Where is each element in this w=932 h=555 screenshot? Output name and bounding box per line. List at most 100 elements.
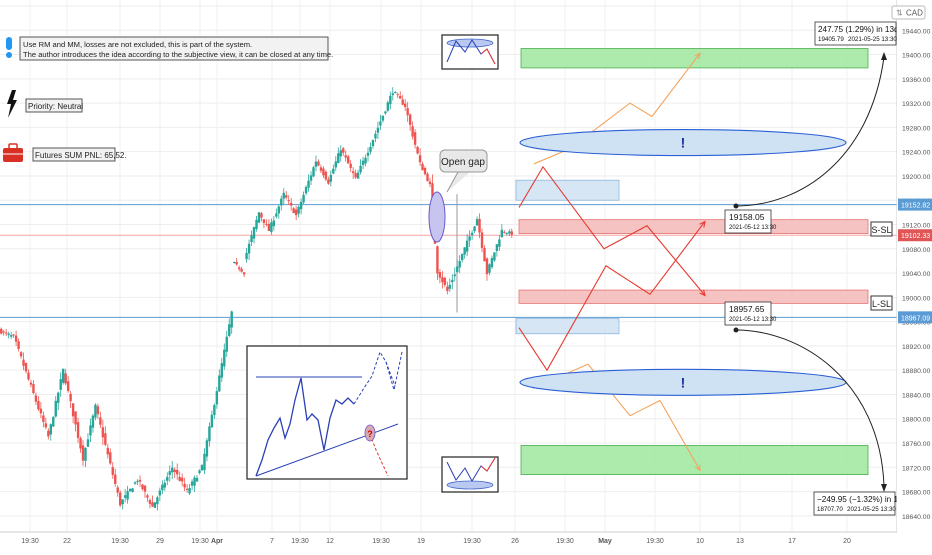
candle-body <box>456 266 459 273</box>
candle-body <box>74 411 77 425</box>
candle-body <box>240 268 243 272</box>
candle-body <box>175 469 179 475</box>
candle-body <box>39 408 43 414</box>
candle-body <box>255 219 258 229</box>
candle-body <box>195 477 199 482</box>
candle-body <box>158 490 162 496</box>
price-point-box <box>724 209 772 234</box>
candle-body <box>480 232 484 248</box>
time-tick-label: 19:30 <box>21 538 39 545</box>
pattern-icon-bottom <box>441 456 499 493</box>
info-line-1: Use RM and MM, losses are not excluded, … <box>23 40 252 49</box>
price-tick-label: 18800.00 <box>902 417 931 424</box>
arrow-red-lower <box>699 220 706 228</box>
price-tick-label: 19040.00 <box>902 271 931 278</box>
target-box <box>813 491 896 516</box>
candle-body <box>312 167 315 177</box>
blue-zone-lower <box>515 318 620 335</box>
info-line-2: The author introduces the idea according… <box>23 50 333 59</box>
candle-body <box>215 391 219 405</box>
candle-body <box>213 405 216 416</box>
path-red-upper <box>518 165 706 296</box>
price-axis[interactable]: 18640.00 18680.00 18720.00 18760.00 18800.00… <box>896 0 932 550</box>
badge-text: 19152.82 <box>901 203 930 210</box>
candle-body <box>490 258 494 268</box>
candle-body <box>64 373 67 384</box>
lower-point: 18957.65 2021-05-12 13:30 <box>724 301 777 326</box>
price-tick-label: 19000.00 <box>902 295 931 302</box>
time-tick-label: 19 <box>417 538 425 545</box>
candle-body <box>346 156 350 164</box>
badge-bg <box>898 198 932 211</box>
candle-body <box>76 422 80 438</box>
badge-text: 19102.33 <box>901 233 930 240</box>
candle-body <box>475 219 479 226</box>
candle-body <box>289 202 293 206</box>
candle-body <box>37 400 40 410</box>
candle-body <box>24 362 28 372</box>
candle-body <box>270 222 273 233</box>
candle-body <box>178 476 181 481</box>
time-tick-label: 20 <box>843 538 851 545</box>
upper-target: 247.75 (1.29%) in 13d 19405.79 2021-05-25 … <box>814 21 899 46</box>
candle-body <box>22 359 25 366</box>
candle-body <box>52 417 55 427</box>
candle-body <box>193 477 196 486</box>
candle-body <box>317 161 320 166</box>
candle-body <box>4 332 8 334</box>
candle-body <box>394 92 397 94</box>
candle-body <box>57 392 60 403</box>
candle-body <box>183 483 186 488</box>
time-tick-label: 12 <box>326 538 334 545</box>
candle-body <box>190 481 194 486</box>
open-gap-callout[interactable]: Open gap <box>428 149 488 243</box>
candle-body <box>413 132 417 145</box>
target-date: 2021-05-25 13:30 <box>848 36 897 43</box>
price-tick-label: 18760.00 <box>902 441 931 448</box>
candle-body <box>210 414 214 428</box>
candle-body <box>292 208 295 214</box>
time-axis[interactable]: 19:30 22 19:30 29 19:30 Apr 7 19:30 12 19:30 19 19:… <box>0 531 932 550</box>
candle-body <box>47 430 50 437</box>
candle-body <box>448 284 452 289</box>
candle-body <box>423 167 427 175</box>
arrow-red-upper <box>699 289 706 297</box>
badge-bg <box>898 229 932 242</box>
side-label-s-sl: S-SL <box>870 221 893 237</box>
svg-text:?: ? <box>367 429 373 439</box>
target-curves <box>733 52 887 492</box>
candle-body <box>121 499 124 505</box>
candle-body <box>436 246 439 274</box>
candle-body <box>408 114 412 125</box>
candle-body <box>275 213 278 217</box>
candle-body <box>61 368 65 383</box>
time-tick-label: 19:30 <box>556 538 574 545</box>
candle-body <box>133 482 137 484</box>
candle-body <box>465 240 469 252</box>
candle-body <box>265 223 268 225</box>
currency-label[interactable]: ⇅ CAD <box>891 5 926 20</box>
candle-body <box>354 173 357 178</box>
candle-body <box>66 381 70 391</box>
triangle-inset: ? <box>246 345 408 480</box>
candle-body <box>285 195 288 198</box>
candle-body <box>322 168 325 176</box>
candle-body <box>267 223 271 231</box>
pattern-icon-top <box>441 34 499 70</box>
badge-bg <box>898 311 932 324</box>
arrow-orange-lower <box>694 464 701 472</box>
candle-body <box>460 253 464 261</box>
time-tick-label: 13 <box>736 538 744 545</box>
candle-body <box>332 168 335 174</box>
candle-body <box>180 477 184 482</box>
candle-body <box>185 488 189 490</box>
price-badge-1: 19102.33 <box>898 229 932 242</box>
pnl-text: Futures SUM PNL: 65,52. <box>35 151 127 160</box>
candle-body <box>89 425 92 436</box>
time-tick-label: 19:30 <box>111 538 129 545</box>
candle-body <box>416 146 419 154</box>
candle-body <box>225 336 228 352</box>
lower-ellipse: ! <box>519 368 847 396</box>
price-tick-label: 18720.00 <box>902 465 931 472</box>
